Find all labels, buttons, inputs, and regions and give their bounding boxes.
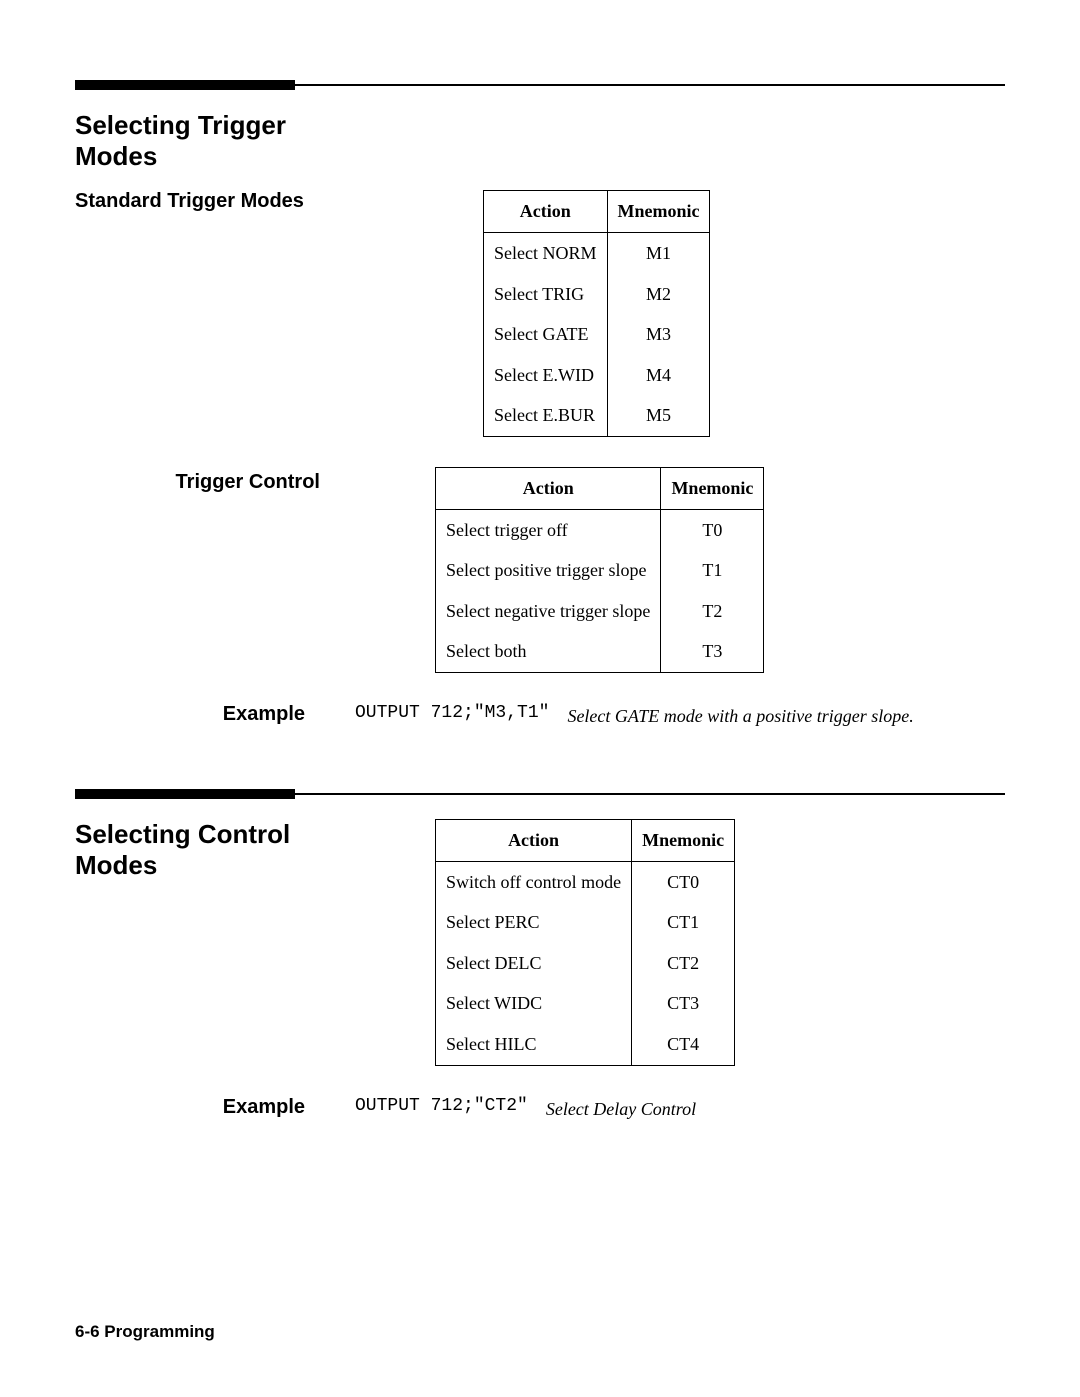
col-header-action: Action: [436, 467, 661, 509]
table-row: Select TRIGM2: [484, 274, 710, 315]
horizontal-rule: [75, 789, 1005, 799]
table-row: Select positive trigger slopeT1: [436, 550, 764, 591]
horizontal-rule: [75, 80, 1005, 90]
sub-heading: Trigger Control: [176, 471, 320, 494]
table-row: Select HILCCT4: [436, 1024, 735, 1065]
section-heading: Selecting Trigger Modes: [75, 110, 355, 172]
table-row: Select negative trigger slopeT2: [436, 591, 764, 632]
col-header-mnemonic: Mnemonic: [632, 820, 735, 862]
subsection-trigger-control: Trigger Control Action Mnemonic Select t…: [75, 467, 1005, 673]
example-code: OUTPUT 712;"CT2": [355, 1096, 546, 1116]
example-label: Example: [223, 703, 305, 725]
table-row: Select E.WIDM4: [484, 355, 710, 396]
trigger-control-table: Action Mnemonic Select trigger offT0 Sel…: [435, 467, 764, 673]
example-block: Example OUTPUT 712;"CT2" Select Delay Co…: [75, 1096, 1005, 1122]
table-row: Select E.BURM5: [484, 395, 710, 436]
standard-trigger-table: Action Mnemonic Select NORMM1 Select TRI…: [483, 190, 710, 437]
example-label: Example: [223, 1096, 305, 1118]
section-control-modes: Selecting Control Modes Action Mnemonic …: [75, 789, 1005, 1122]
table-row: Select trigger offT0: [436, 509, 764, 550]
example-description: Select Delay Control: [546, 1096, 696, 1122]
col-header-mnemonic: Mnemonic: [661, 467, 764, 509]
table-row: Select PERCCT1: [436, 902, 735, 943]
col-header-mnemonic: Mnemonic: [607, 191, 710, 233]
table-row: Select bothT3: [436, 631, 764, 672]
section-trigger-modes: Selecting Trigger Modes Standard Trigger…: [75, 80, 1005, 729]
example-code: OUTPUT 712;"M3,T1": [355, 703, 567, 723]
table-row: Switch off control modeCT0: [436, 861, 735, 902]
table-row: Select NORMM1: [484, 232, 710, 273]
col-header-action: Action: [484, 191, 608, 233]
table-row: Select WIDCCT3: [436, 983, 735, 1024]
col-header-action: Action: [436, 820, 632, 862]
example-block: Example OUTPUT 712;"M3,T1" Select GATE m…: [75, 703, 1005, 729]
section-heading: Selecting Control Modes: [75, 819, 355, 881]
sub-heading: Standard Trigger Modes: [75, 190, 435, 213]
example-description: Select GATE mode with a positive trigger…: [567, 703, 913, 729]
control-modes-table: Action Mnemonic Switch off control modeC…: [435, 819, 735, 1066]
page-footer: 6-6 Programming: [75, 1322, 215, 1342]
subsection-standard-trigger: Standard Trigger Modes Action Mnemonic S…: [75, 190, 1005, 437]
table-row: Select DELCCT2: [436, 943, 735, 984]
table-row: Select GATEM3: [484, 314, 710, 355]
